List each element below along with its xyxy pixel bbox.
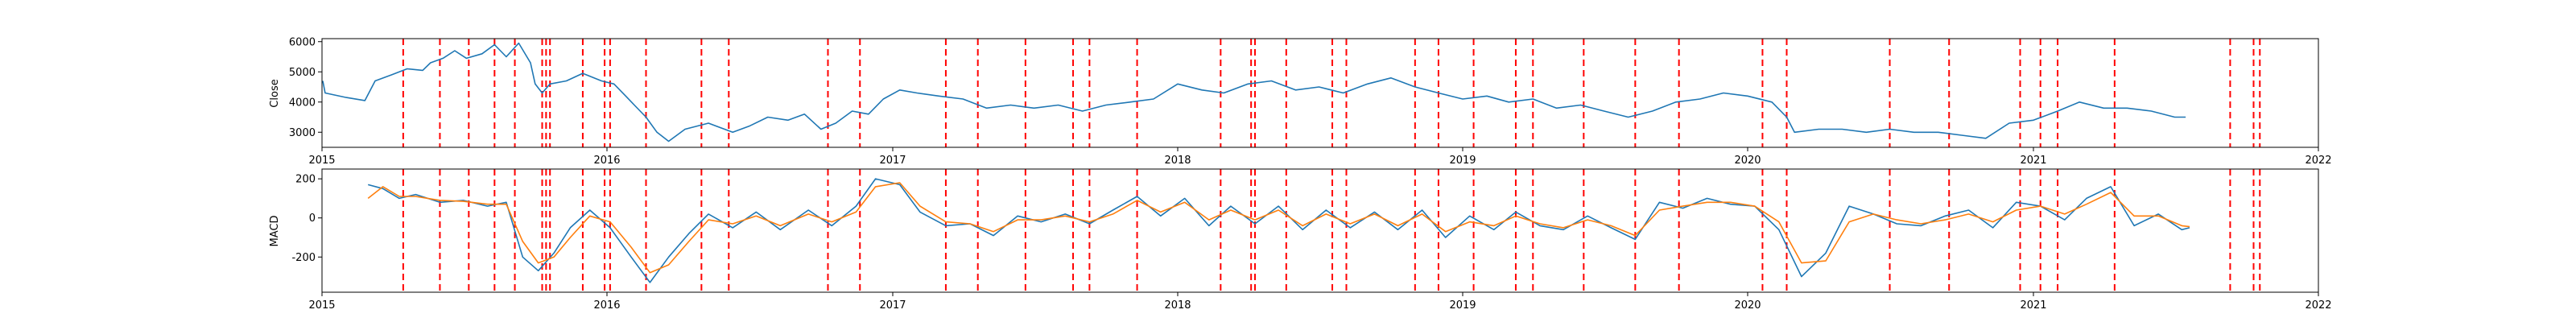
- macd-series-line-1: [367, 182, 2190, 274]
- macd-x-tick-label: 2017: [879, 299, 906, 312]
- macd-x-tick-label: 2018: [1164, 299, 1191, 312]
- close-x-tick-label: 2019: [1449, 155, 1476, 167]
- macd-x-tick-label: 2016: [593, 299, 620, 312]
- close-series: [322, 42, 2186, 142]
- close-x-tick-label: 2022: [2305, 155, 2331, 167]
- close-x-ticks: 2015 2016 2017 2018 2019 2020 2021 2022: [308, 147, 2332, 167]
- macd-series: [367, 178, 2190, 283]
- close-axes-frame: [321, 38, 2319, 148]
- close-x-tick-label: 2021: [2020, 155, 2046, 167]
- close-x-tick-label: 2015: [308, 155, 335, 167]
- macd-y-tick-label: 0: [309, 213, 316, 225]
- macd-x-tick-label: 2020: [1734, 299, 1761, 312]
- macd-panel: 2015 2016 2017 2018 2019 2020 2021 2022 -200 0 20…: [269, 168, 2332, 312]
- macd-x-tick-label: 2021: [2020, 299, 2046, 312]
- macd-y-ticks: -200 0 200: [291, 174, 322, 264]
- close-x-tick-label: 2016: [593, 155, 620, 167]
- macd-y-tick-label: 200: [295, 174, 316, 186]
- close-x-tick-label: 2017: [879, 155, 906, 167]
- close-y-tick-label: 6000: [289, 36, 316, 48]
- macd-y-tick-label: -200: [291, 252, 316, 264]
- close-x-tick-label: 2018: [1164, 155, 1191, 167]
- macd-x-ticks: 2015 2016 2017 2018 2019 2020 2021 2022: [308, 292, 2332, 312]
- macd-ylabel: MACD: [269, 216, 281, 247]
- close-series-line-0: [322, 42, 2186, 142]
- macd-x-tick-label: 2019: [1449, 299, 1476, 312]
- close-panel: 2015 2016 2017 2018 2019 2020 2021 2022 3000 400…: [269, 36, 2332, 167]
- close-y-tick-label: 4000: [289, 97, 316, 109]
- close-y-tick-label: 5000: [289, 67, 316, 79]
- macd-axes-frame: [321, 168, 2319, 293]
- macd-x-tick-label: 2015: [308, 299, 335, 312]
- close-y-ticks: 3000 4000 5000 6000: [289, 36, 322, 139]
- close-y-tick-label: 3000: [289, 127, 316, 139]
- close-x-tick-label: 2020: [1734, 155, 1761, 167]
- macd-x-tick-label: 2022: [2305, 299, 2331, 312]
- close-vlines: [402, 39, 2261, 147]
- close-ylabel: Close: [269, 79, 281, 107]
